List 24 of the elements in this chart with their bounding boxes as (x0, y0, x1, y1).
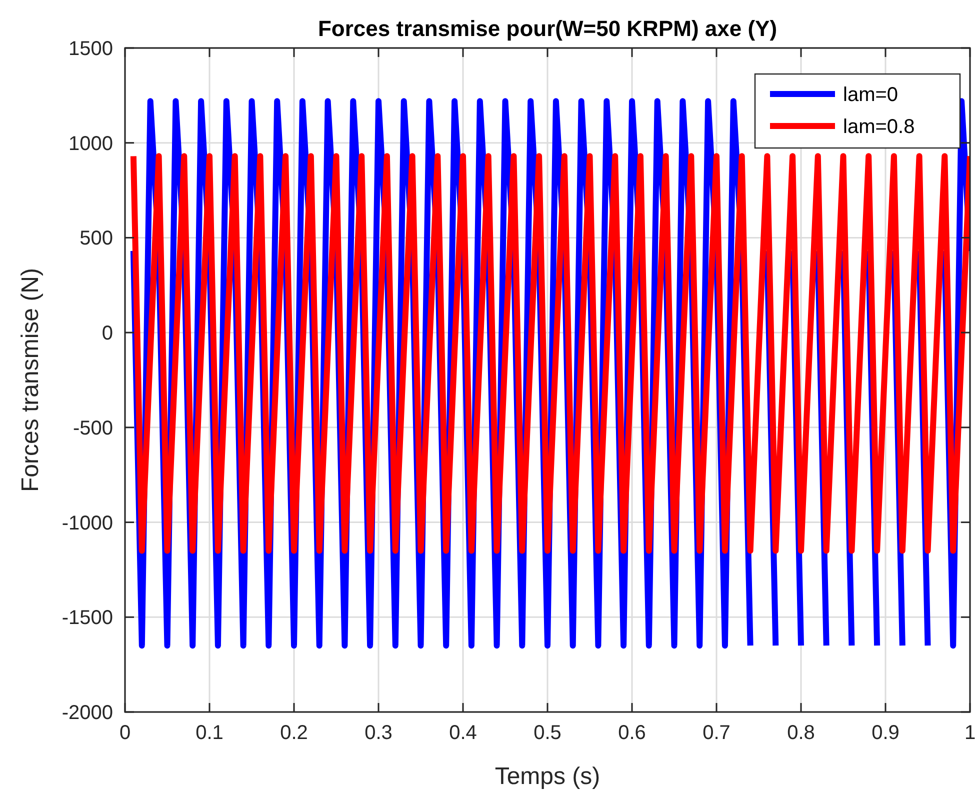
x-tick-label: 0.9 (872, 722, 900, 744)
x-tick-label: 0.5 (534, 722, 562, 744)
y-tick-label: -1000 (62, 512, 113, 534)
x-tick-label: 1 (964, 722, 975, 744)
y-tick-label: -500 (72, 417, 113, 440)
y-tick-label: 0 (102, 322, 113, 345)
legend-label: lam=0.8 (843, 116, 915, 138)
chart-title: Forces transmise pour(W=50 KRPM) axe (Y) (318, 16, 778, 41)
x-tick-label: 0.1 (196, 722, 224, 744)
x-tick-label: 0.8 (787, 722, 815, 744)
legend-label: lam=0 (843, 84, 898, 106)
x-tick-label: 0.6 (618, 722, 646, 744)
y-tick-label: 1500 (68, 38, 113, 60)
x-tick-label: 0.4 (449, 722, 477, 744)
x-tick-label: 0.7 (702, 722, 730, 744)
y-tick-label: 500 (80, 228, 113, 250)
x-tick-label: 0.2 (280, 722, 308, 744)
x-tick-label: 0 (119, 722, 131, 744)
y-tick-label: -1500 (62, 607, 113, 630)
x-tick-label: 0.3 (364, 722, 392, 744)
y-tick-label: 1000 (68, 132, 113, 155)
y-tick-label: -2000 (62, 702, 113, 724)
y-axis-title: Forces transmise (N) (17, 268, 44, 492)
x-axis-title: Temps (s) (494, 763, 600, 790)
